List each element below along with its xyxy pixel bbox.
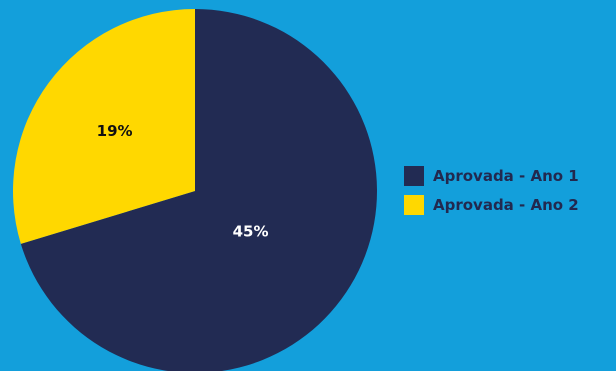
pie-data-label-1: 45%: [233, 223, 269, 241]
legend: Aprovada - Ano 1 Aprovada - Ano 2: [404, 166, 579, 224]
pie-slice-1: [20, 9, 377, 371]
legend-item-aprovada-ano-1: Aprovada - Ano 1: [404, 166, 579, 186]
legend-label: Aprovada - Ano 2: [433, 196, 579, 214]
legend-label: Aprovada - Ano 1: [433, 167, 579, 185]
pie-data-label-2: 19%: [97, 122, 133, 140]
pie-slice-2: [12, 9, 195, 244]
legend-swatch: [404, 195, 424, 215]
legend-swatch: [404, 166, 424, 186]
legend-item-aprovada-ano-2: Aprovada - Ano 2: [404, 195, 579, 215]
